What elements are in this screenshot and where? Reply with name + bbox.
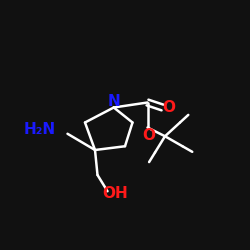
Text: O: O: [162, 100, 175, 115]
Text: N: N: [108, 94, 120, 109]
Text: H₂N: H₂N: [24, 122, 56, 138]
Text: O: O: [142, 128, 155, 142]
Text: OH: OH: [102, 186, 128, 201]
